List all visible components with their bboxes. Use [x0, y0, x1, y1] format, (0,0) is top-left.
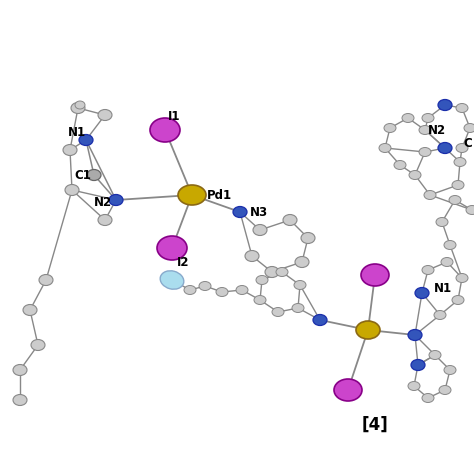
- Ellipse shape: [419, 126, 431, 135]
- Ellipse shape: [411, 359, 425, 371]
- Text: N2: N2: [428, 124, 446, 137]
- Text: I2: I2: [177, 255, 190, 268]
- Ellipse shape: [160, 271, 184, 289]
- Ellipse shape: [283, 215, 297, 226]
- Ellipse shape: [436, 218, 448, 227]
- Ellipse shape: [301, 233, 315, 244]
- Ellipse shape: [452, 181, 464, 190]
- Ellipse shape: [199, 282, 211, 291]
- Ellipse shape: [334, 379, 362, 401]
- Ellipse shape: [256, 275, 268, 284]
- Ellipse shape: [313, 315, 327, 326]
- Ellipse shape: [439, 385, 451, 394]
- Ellipse shape: [408, 382, 420, 391]
- Text: C: C: [463, 137, 472, 149]
- Ellipse shape: [71, 102, 85, 113]
- Ellipse shape: [13, 365, 27, 375]
- Ellipse shape: [408, 329, 422, 340]
- Ellipse shape: [444, 240, 456, 249]
- Text: N1: N1: [68, 126, 86, 138]
- Ellipse shape: [464, 124, 474, 133]
- Ellipse shape: [361, 264, 389, 286]
- Ellipse shape: [456, 103, 468, 112]
- Ellipse shape: [422, 113, 434, 122]
- Ellipse shape: [441, 257, 453, 266]
- Ellipse shape: [409, 171, 421, 180]
- Text: [4]: [4]: [362, 416, 388, 434]
- Ellipse shape: [356, 321, 380, 339]
- Ellipse shape: [109, 194, 123, 206]
- Text: N1: N1: [434, 282, 452, 294]
- Ellipse shape: [466, 206, 474, 215]
- Ellipse shape: [444, 365, 456, 374]
- Text: N2: N2: [94, 195, 112, 209]
- Ellipse shape: [419, 147, 431, 156]
- Ellipse shape: [233, 207, 247, 218]
- Ellipse shape: [434, 310, 446, 319]
- Ellipse shape: [454, 157, 466, 166]
- Ellipse shape: [265, 266, 279, 277]
- Ellipse shape: [402, 113, 414, 122]
- Ellipse shape: [63, 145, 77, 155]
- Ellipse shape: [438, 143, 452, 154]
- Ellipse shape: [245, 250, 259, 262]
- Ellipse shape: [150, 118, 180, 142]
- Ellipse shape: [184, 285, 196, 294]
- Ellipse shape: [23, 304, 37, 316]
- Ellipse shape: [438, 100, 452, 110]
- Ellipse shape: [429, 350, 441, 359]
- Ellipse shape: [178, 185, 206, 205]
- Ellipse shape: [415, 288, 429, 299]
- Ellipse shape: [456, 144, 468, 153]
- Ellipse shape: [39, 274, 53, 285]
- Ellipse shape: [65, 184, 79, 195]
- Ellipse shape: [254, 295, 266, 304]
- Ellipse shape: [98, 215, 112, 226]
- Ellipse shape: [276, 267, 288, 276]
- Ellipse shape: [216, 288, 228, 297]
- Ellipse shape: [292, 303, 304, 312]
- Text: N3: N3: [250, 206, 268, 219]
- Ellipse shape: [31, 339, 45, 350]
- Ellipse shape: [394, 161, 406, 170]
- Text: Pd1: Pd1: [207, 189, 232, 201]
- Ellipse shape: [422, 265, 434, 274]
- Text: I1: I1: [168, 109, 181, 122]
- Ellipse shape: [98, 109, 112, 120]
- Ellipse shape: [422, 393, 434, 402]
- Ellipse shape: [253, 225, 267, 236]
- Ellipse shape: [87, 170, 101, 181]
- Ellipse shape: [449, 195, 461, 204]
- Ellipse shape: [272, 308, 284, 317]
- Ellipse shape: [379, 144, 391, 153]
- Ellipse shape: [236, 285, 248, 294]
- Ellipse shape: [75, 101, 85, 109]
- Text: C1: C1: [74, 168, 91, 182]
- Ellipse shape: [452, 295, 464, 304]
- Ellipse shape: [13, 394, 27, 405]
- Ellipse shape: [295, 256, 309, 267]
- Ellipse shape: [384, 124, 396, 133]
- Ellipse shape: [424, 191, 436, 200]
- Ellipse shape: [294, 281, 306, 290]
- Ellipse shape: [79, 135, 93, 146]
- Ellipse shape: [157, 236, 187, 260]
- Ellipse shape: [456, 273, 468, 283]
